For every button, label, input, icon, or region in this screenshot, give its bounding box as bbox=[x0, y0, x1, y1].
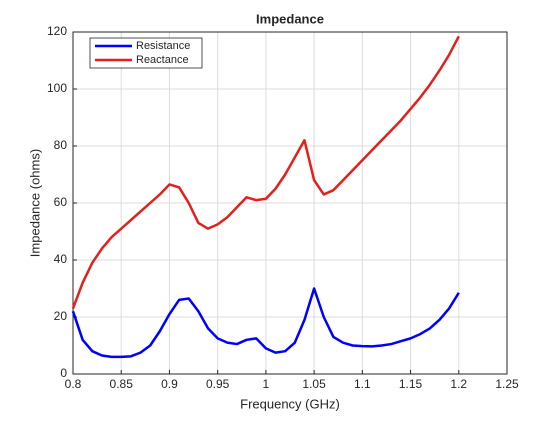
legend-box bbox=[89, 37, 203, 69]
y-tick-label: 100 bbox=[47, 81, 67, 95]
x-tick-label: 0.95 bbox=[206, 377, 230, 391]
y-tick-label: 0 bbox=[60, 366, 67, 380]
chart-title: Impedance bbox=[256, 11, 324, 26]
x-axis-label: Frequency (GHz) bbox=[240, 396, 340, 411]
y-tick-label: 40 bbox=[54, 252, 68, 266]
series-line bbox=[71, 35, 460, 309]
legend-label: Resistance bbox=[136, 40, 190, 52]
y-axis-label: Impedance (ohms) bbox=[27, 149, 42, 257]
x-tick-label: 1.25 bbox=[495, 377, 519, 391]
x-tick-label: 1 bbox=[263, 377, 270, 391]
x-tick-label: 0.85 bbox=[110, 377, 134, 391]
series-line bbox=[71, 287, 460, 359]
x-tick-label: 1.05 bbox=[302, 377, 326, 391]
x-tick-label: 1.2 bbox=[450, 377, 467, 391]
x-tick-label: 1.15 bbox=[399, 377, 423, 391]
legend-label: Reactance bbox=[136, 54, 189, 66]
y-tick-label: 60 bbox=[54, 195, 68, 209]
x-tick-label: 1.1 bbox=[354, 377, 371, 391]
y-tick-label: 80 bbox=[54, 138, 68, 152]
y-tick-label: 120 bbox=[47, 24, 67, 38]
y-tick-label: 20 bbox=[54, 309, 68, 323]
axes-box bbox=[72, 31, 508, 375]
x-tick-label: 0.9 bbox=[161, 377, 178, 391]
x-tick-label: 0.8 bbox=[65, 377, 82, 391]
